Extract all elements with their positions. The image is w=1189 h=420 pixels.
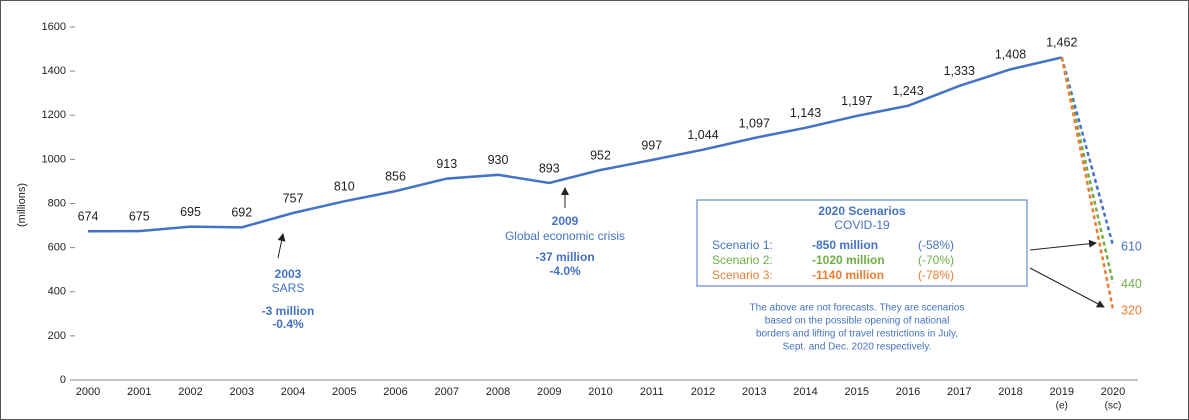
x-tick-label: 2020 bbox=[1101, 386, 1125, 398]
y-axis-label: (millions) bbox=[16, 183, 28, 227]
data-label: 856 bbox=[385, 169, 406, 183]
x-tick-label: 2014 bbox=[793, 386, 817, 398]
arrow bbox=[1029, 239, 1097, 251]
y-tick-label: 1400 bbox=[42, 65, 66, 77]
box-title: 2020 Scenarios bbox=[818, 204, 906, 218]
scenario-pct: (-78%) bbox=[918, 268, 954, 282]
data-label: 1,197 bbox=[841, 94, 872, 108]
annotation: 2003 bbox=[275, 267, 302, 281]
note: borders and lifting of travel restrictio… bbox=[756, 329, 958, 340]
x-tick-label: 2004 bbox=[281, 386, 305, 398]
data-label: 1,333 bbox=[944, 64, 975, 78]
x-tick-label: 2008 bbox=[486, 386, 510, 398]
data-label: 1,408 bbox=[995, 48, 1026, 62]
data-label: 997 bbox=[641, 138, 662, 152]
scenario-change: -1140 million bbox=[812, 268, 884, 282]
data-label: 810 bbox=[334, 180, 355, 194]
scenario-line bbox=[1060, 57, 1115, 284]
data-label: 1,097 bbox=[739, 116, 770, 130]
box-subtitle: COVID-19 bbox=[834, 218, 890, 232]
annotation: 2009 bbox=[552, 214, 579, 228]
data-label: 1,243 bbox=[892, 84, 923, 98]
y-tick-label: 0 bbox=[60, 374, 66, 386]
legend-label: Scenario 1: bbox=[712, 238, 773, 252]
data-label: 1,044 bbox=[687, 128, 718, 142]
x-tick-label: 2002 bbox=[178, 386, 202, 398]
x-tick-label: 2001 bbox=[127, 386, 151, 398]
data-label: 930 bbox=[488, 153, 509, 167]
x-tick-label: 2009 bbox=[537, 386, 561, 398]
y-tick-label: 800 bbox=[48, 197, 66, 209]
note: Sept. and Dec. 2020 respectively. bbox=[783, 342, 932, 353]
scenario-pct: (-70%) bbox=[918, 253, 954, 267]
x-tick-label: 2017 bbox=[947, 386, 971, 398]
data-label: 320 bbox=[1121, 304, 1142, 318]
x-tick-label: 2011 bbox=[640, 386, 664, 398]
x-tick-label: 2000 bbox=[76, 386, 100, 398]
annotation: -37 million bbox=[535, 250, 594, 264]
x-tick-note: (e) bbox=[1056, 401, 1068, 412]
y-tick-label: 1600 bbox=[42, 21, 66, 33]
y-tick-label: 200 bbox=[48, 330, 66, 342]
data-label: 675 bbox=[129, 209, 150, 223]
data-label: 1,462 bbox=[1046, 36, 1077, 50]
data-label: 692 bbox=[231, 206, 252, 220]
data-label: 695 bbox=[180, 205, 201, 219]
note: The above are not forecasts. They are sc… bbox=[750, 303, 965, 314]
annotation: Global economic crisis bbox=[505, 229, 625, 243]
x-tick-label: 2005 bbox=[332, 386, 356, 398]
x-tick-label: 2018 bbox=[998, 386, 1022, 398]
legend-label: Scenario 2: bbox=[712, 253, 773, 267]
legend-label: Scenario 3: bbox=[712, 268, 773, 282]
scenario-change: -850 million bbox=[812, 238, 878, 252]
data-label: 440 bbox=[1121, 277, 1142, 291]
x-tick-label: 2007 bbox=[435, 386, 459, 398]
scenario-line bbox=[1060, 57, 1115, 310]
y-tick-label: 1200 bbox=[42, 109, 66, 121]
y-tick-label: 400 bbox=[48, 286, 66, 298]
arrow bbox=[277, 233, 286, 259]
annotation: -3 million bbox=[262, 304, 315, 318]
x-tick-label: 2013 bbox=[742, 386, 766, 398]
x-tick-label: 2015 bbox=[845, 386, 869, 398]
y-tick-label: 600 bbox=[48, 242, 66, 254]
series-line bbox=[87, 56, 1063, 233]
data-label: 610 bbox=[1121, 240, 1142, 254]
data-label: 757 bbox=[283, 191, 304, 205]
x-tick-label: 2010 bbox=[588, 386, 612, 398]
x-tick-label: 2012 bbox=[691, 386, 715, 398]
data-label: 913 bbox=[436, 157, 457, 171]
arrow bbox=[1029, 267, 1105, 308]
x-tick-label: 2019 bbox=[1050, 386, 1074, 398]
annotation: SARS bbox=[272, 281, 305, 295]
x-tick-label: 2016 bbox=[896, 386, 920, 398]
note: based on the possible opening of nationa… bbox=[765, 316, 950, 327]
scenario-pct: (-58%) bbox=[918, 238, 954, 252]
scenario-line bbox=[1060, 57, 1115, 246]
x-tick-note: (sc) bbox=[1105, 401, 1122, 412]
annotation: -4.0% bbox=[549, 264, 581, 278]
scenario-box bbox=[696, 199, 1028, 287]
data-label: 1,143 bbox=[790, 106, 821, 120]
data-label: 952 bbox=[590, 148, 611, 162]
data-label: 893 bbox=[539, 161, 560, 175]
annotation: -0.4% bbox=[272, 317, 304, 331]
x-tick-label: 2006 bbox=[383, 386, 407, 398]
x-tick-label: 2003 bbox=[230, 386, 254, 398]
scenario-change: -1020 million bbox=[812, 253, 885, 267]
data-label: 674 bbox=[78, 210, 99, 224]
y-tick-label: 1000 bbox=[42, 153, 66, 165]
